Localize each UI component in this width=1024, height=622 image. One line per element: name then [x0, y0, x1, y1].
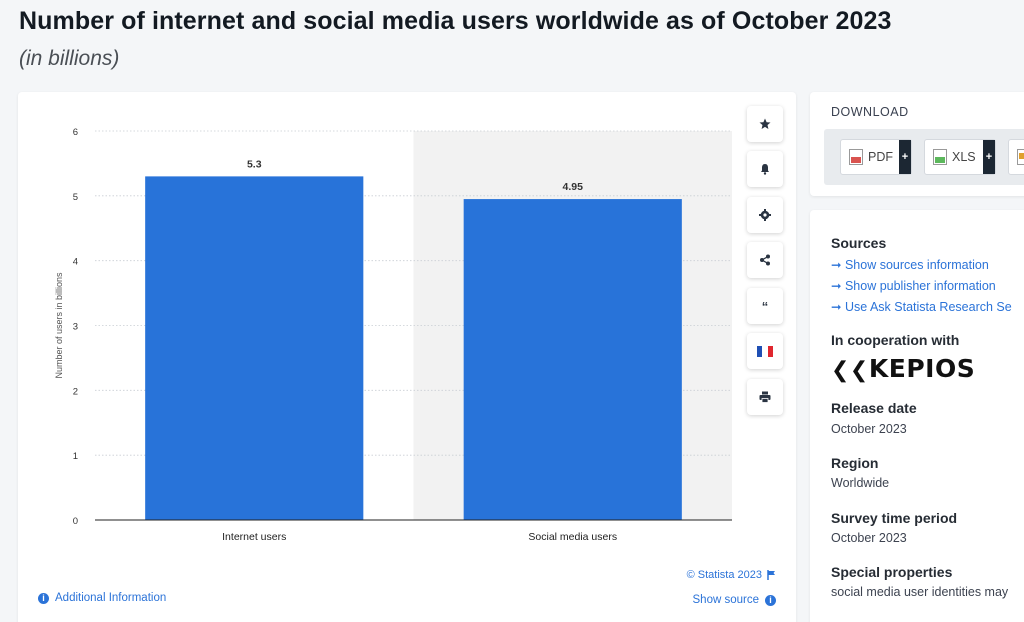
- star-icon[interactable]: [747, 106, 783, 142]
- bar: [463, 199, 682, 520]
- show-source-label: Show source: [692, 594, 759, 606]
- x-tick-label: Internet users: [222, 531, 286, 543]
- y-tick-label: 4: [73, 257, 78, 268]
- region-heading: Region: [831, 455, 879, 471]
- download-panel: DOWNLOAD PDF + XLS +: [810, 92, 1024, 196]
- y-tick-label: 5: [73, 192, 78, 203]
- additional-information-label: Additional Information: [55, 592, 167, 604]
- release-date-heading: Release date: [831, 400, 917, 416]
- bar-chart: 0 1 2 3 4 5 6 Number of users in billions 5.3 Int…: [54, 127, 732, 543]
- additional-information-link[interactable]: i Additional Information: [38, 592, 166, 604]
- y-tick-label: 1: [73, 451, 78, 462]
- download-bar: PDF + XLS +: [824, 129, 1024, 185]
- info-icon: i: [765, 594, 776, 606]
- show-sources-link[interactable]: ➞ Show sources information: [831, 258, 989, 272]
- page-title: Number of internet and social media user…: [19, 7, 892, 35]
- kepios-logo: ❮❮KEPIOS: [831, 354, 976, 383]
- data-label: 4.95: [563, 181, 584, 193]
- bell-icon[interactable]: [747, 151, 783, 187]
- image-file-icon: [1017, 149, 1024, 165]
- x-tick-label: Social media users: [528, 531, 617, 543]
- kepios-logo-text: KEPIOS: [868, 354, 976, 383]
- show-publisher-link[interactable]: ➞ Show publisher information: [831, 279, 996, 293]
- show-source-link[interactable]: Show source i: [693, 594, 776, 606]
- statistic-info-panel: Sources ➞ Show sources information ➞ Sho…: [810, 210, 1024, 622]
- y-axis-label: Number of users in billions: [54, 272, 64, 379]
- pdf-plus-icon: +: [899, 140, 911, 174]
- y-tick-label: 0: [73, 516, 78, 527]
- page-subtitle: (in billions): [19, 47, 120, 70]
- ask-statista-link[interactable]: ➞ Use Ask Statista Research Se: [831, 300, 1012, 314]
- y-tick-label: 2: [73, 386, 78, 397]
- ask-statista-label: Use Ask Statista Research Se: [844, 300, 1012, 314]
- bar: [145, 176, 364, 520]
- download-pdf-button[interactable]: PDF +: [840, 139, 912, 175]
- xls-label: XLS: [952, 150, 976, 164]
- special-properties-value: social media user identities may: [831, 585, 1009, 599]
- xls-plus-icon: +: [983, 140, 995, 174]
- special-properties-heading: Special properties: [831, 564, 953, 580]
- survey-period-heading: Survey time period: [831, 510, 958, 526]
- download-title: DOWNLOAD: [831, 105, 909, 119]
- sources-heading: Sources: [831, 235, 887, 251]
- info-icon: i: [38, 592, 49, 604]
- print-icon[interactable]: [747, 379, 783, 415]
- flag-small-icon: [767, 570, 775, 580]
- region-value: Worldwide: [831, 476, 890, 490]
- y-tick-label: 3: [73, 322, 78, 333]
- copyright-text: © Statista 2023: [686, 569, 762, 581]
- pdf-file-icon: [849, 149, 863, 165]
- quote-icon[interactable]: “: [747, 288, 783, 324]
- show-publisher-label: Show publisher information: [844, 279, 996, 293]
- flag-icon[interactable]: [747, 333, 783, 369]
- pdf-label: PDF: [868, 150, 893, 164]
- chart-card: 0 1 2 3 4 5 6 Number of users in billions 5.3 Int…: [18, 92, 796, 622]
- xls-file-icon: [933, 149, 947, 165]
- download-image-button[interactable]: [1008, 139, 1024, 175]
- show-sources-label: Show sources information: [844, 258, 989, 272]
- data-label: 5.3: [247, 158, 262, 170]
- cooperation-heading: In cooperation with: [831, 332, 960, 348]
- share-icon[interactable]: [747, 242, 783, 278]
- gear-icon[interactable]: [747, 197, 783, 233]
- y-tick-label: 6: [73, 127, 78, 138]
- release-date-value: October 2023: [831, 422, 907, 436]
- download-xls-button[interactable]: XLS +: [924, 139, 996, 175]
- copyright-link[interactable]: © Statista 2023: [687, 569, 776, 581]
- survey-period-value: October 2023: [831, 531, 907, 545]
